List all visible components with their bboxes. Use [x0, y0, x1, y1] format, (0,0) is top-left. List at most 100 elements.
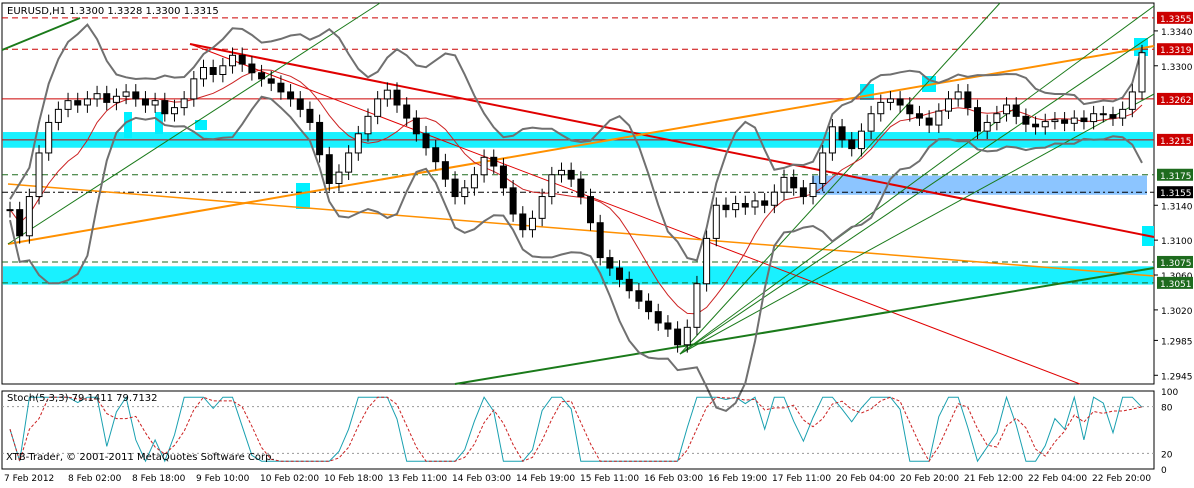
candle-body	[616, 267, 624, 280]
time-axis-label: 10 Feb 02:00	[260, 474, 319, 484]
candle-body	[654, 311, 662, 324]
time-axis-label: 17 Feb 11:00	[772, 474, 831, 484]
candle-body	[625, 278, 633, 292]
time-axis-label: 16 Feb 19:00	[708, 474, 767, 484]
time-axis-label: 20 Feb 20:00	[900, 474, 959, 484]
candle-body	[974, 107, 982, 132]
candle-body	[345, 152, 353, 173]
stochastic-axis-label: 100	[1161, 388, 1178, 398]
candle-body	[838, 126, 846, 141]
moving-average-line	[9, 69, 1143, 315]
cyan-marker-box	[296, 183, 310, 209]
candle-body	[103, 93, 111, 103]
price-axis-label: 1.3020	[1161, 307, 1193, 317]
candle-body	[1041, 121, 1049, 128]
candle-body	[567, 169, 575, 180]
green-fan-line	[679, 5, 1155, 355]
candle-body	[412, 117, 420, 135]
candle-body	[1061, 119, 1069, 124]
candle-body	[209, 67, 217, 75]
candle-body	[674, 328, 682, 346]
green-fan-line	[679, 2, 1001, 355]
candle-body	[1070, 117, 1078, 124]
candle-body	[548, 174, 556, 198]
candle-body	[857, 130, 865, 150]
candle-body	[1109, 114, 1117, 119]
candle-body	[819, 152, 827, 184]
candle-body	[722, 204, 730, 211]
time-axis-label: 14 Feb 19:00	[516, 474, 575, 484]
candle-body	[6, 209, 14, 212]
time-axis-label: 14 Feb 03:00	[452, 474, 511, 484]
candle-body	[741, 203, 749, 208]
candle-body	[935, 110, 943, 126]
candle-body	[867, 113, 875, 132]
green-fan-line	[679, 93, 1155, 355]
price-axis-label: 1.3140	[1161, 202, 1193, 212]
candle-body	[1051, 119, 1059, 123]
green-upper-line	[1, 17, 81, 51]
price-level-tag-text: 1.3051	[1160, 280, 1192, 290]
candle-body	[441, 161, 449, 180]
candle-body	[112, 95, 120, 103]
stochastic-pane-frame	[1, 390, 1155, 470]
price-level-tag	[1157, 276, 1193, 289]
support-resistance-zone	[3, 266, 1153, 285]
candle-body	[964, 91, 972, 109]
time-axis-label: 8 Feb 18:00	[132, 474, 186, 484]
time-axis-label: 21 Feb 12:00	[964, 474, 1023, 484]
candle-body	[238, 54, 246, 65]
candle-body	[25, 196, 33, 237]
stochastic-pane[interactable]: 100 80 20 0 7 Feb 2012 8 Feb 02:00 8 Feb 18:00…	[1, 388, 1178, 484]
price-level-tag	[1157, 168, 1193, 181]
price-level-tag-text: 1.3075	[1160, 259, 1192, 269]
stochastic-k-line	[9, 395, 1143, 463]
red-trend-line	[189, 43, 1155, 238]
main-pane-frame	[1, 2, 1155, 385]
candle-body	[296, 98, 304, 110]
candle-body	[490, 156, 498, 167]
candle-body	[761, 200, 769, 206]
candle-body	[587, 196, 595, 224]
candle-body	[1090, 113, 1098, 123]
candle-body	[122, 91, 130, 97]
candle-body	[16, 209, 24, 237]
bollinger-lower-band	[9, 95, 1143, 413]
support-resistance-zone	[812, 175, 1147, 195]
main-price-pane[interactable]: 1.33401.33001.31401.31001.30601.30201.29…	[1, 2, 1193, 413]
candle-body	[557, 169, 565, 176]
candle-body	[35, 152, 43, 198]
candle-body	[219, 65, 227, 75]
candle-body	[267, 78, 275, 84]
candle-body	[74, 100, 82, 106]
candle-body	[896, 98, 904, 106]
price-level-tag	[1157, 186, 1193, 199]
candle-body	[1128, 91, 1136, 110]
candle-body	[944, 98, 952, 112]
price-level-tag-text: 1.3319	[1160, 46, 1192, 56]
candle-body	[306, 108, 314, 123]
candle-body	[906, 104, 914, 115]
time-axis-label: 9 Feb 10:00	[196, 474, 250, 484]
candle-body	[277, 82, 285, 93]
candle-body	[190, 78, 198, 100]
price-level-tag	[1157, 43, 1193, 56]
candle-body	[751, 200, 759, 208]
candle-body	[1012, 104, 1020, 117]
candle-body	[925, 117, 933, 126]
time-axis-label: 22 Feb 20:00	[1092, 474, 1151, 484]
candle-body	[693, 283, 701, 328]
candle-body	[1119, 108, 1127, 119]
candle-body	[93, 93, 101, 100]
candle-body	[790, 176, 798, 189]
candle-body	[635, 290, 643, 302]
time-axis-label: 13 Feb 11:00	[388, 474, 447, 484]
stochastic-axis-label: 80	[1161, 404, 1173, 414]
cyan-marker-box	[155, 112, 163, 134]
candle-body	[45, 121, 53, 154]
candle-body	[83, 98, 91, 106]
candle-body	[915, 113, 923, 119]
time-axis-label: 20 Feb 04:00	[836, 474, 895, 484]
candle-body	[886, 98, 894, 103]
